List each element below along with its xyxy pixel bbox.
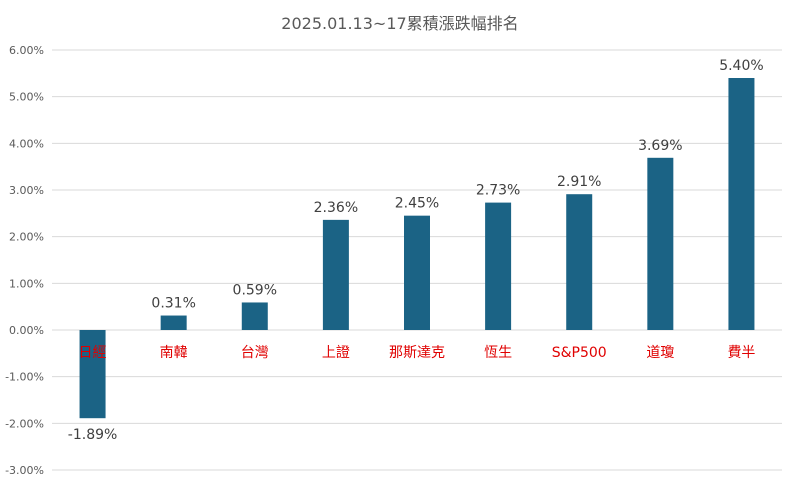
bar xyxy=(647,157,674,330)
bar xyxy=(241,302,268,330)
y-tick-label: 3.00% xyxy=(9,184,44,197)
data-label: 2.73% xyxy=(476,183,520,199)
category-label: 台灣 xyxy=(241,345,269,361)
y-tick-label: 4.00% xyxy=(9,137,44,150)
bar xyxy=(322,219,349,330)
category-label: 日經 xyxy=(79,345,107,361)
data-label: 0.31% xyxy=(151,296,195,312)
bar xyxy=(160,315,187,330)
category-label: 南韓 xyxy=(160,345,188,361)
category-label: S&P500 xyxy=(552,345,607,361)
y-tick-label: -3.00% xyxy=(5,464,44,477)
data-label: 2.91% xyxy=(557,174,601,190)
data-label: 5.40% xyxy=(719,58,763,74)
data-label: 0.59% xyxy=(233,282,277,298)
bar xyxy=(79,330,106,419)
y-tick-label: -1.00% xyxy=(5,371,44,384)
y-tick-label: -2.00% xyxy=(5,417,44,430)
category-label: 上證 xyxy=(322,344,350,361)
y-tick-label: 0.00% xyxy=(9,324,44,337)
data-label: 2.36% xyxy=(314,200,358,216)
bar xyxy=(404,215,430,330)
y-tick-label: 6.00% xyxy=(9,44,44,57)
y-tick-label: 5.00% xyxy=(9,91,44,104)
data-label: -1.89% xyxy=(68,427,118,443)
y-tick-label: 2.00% xyxy=(9,231,44,244)
data-label: 2.45% xyxy=(395,196,439,212)
chart-title: 2025.01.13~17累積漲跌幅排名 xyxy=(281,14,519,33)
y-tick-label: 1.00% xyxy=(9,277,44,290)
category-label: 道瓊 xyxy=(646,345,674,361)
bar xyxy=(566,194,593,330)
category-label: 那斯達克 xyxy=(389,345,445,361)
bar xyxy=(485,202,512,330)
data-label: 3.69% xyxy=(638,138,682,154)
category-label: 費半 xyxy=(727,345,755,361)
category-label: 恆生 xyxy=(484,345,512,361)
bar xyxy=(728,78,755,330)
